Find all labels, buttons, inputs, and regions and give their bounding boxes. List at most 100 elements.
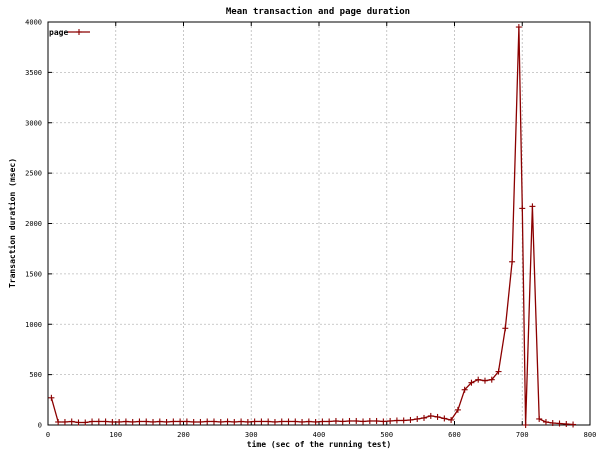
- data-point: [271, 418, 278, 425]
- data-point: [183, 418, 190, 425]
- data-point: [346, 417, 353, 424]
- data-point: [55, 418, 62, 425]
- data-point: [570, 421, 577, 428]
- y-tick-label: 3000: [25, 119, 42, 127]
- data-point: [163, 418, 170, 425]
- data-point: [170, 418, 177, 425]
- x-tick-label: 0: [46, 431, 50, 439]
- data-point: [542, 418, 549, 425]
- data-point: [258, 418, 265, 425]
- data-point: [353, 417, 360, 424]
- data-point: [475, 376, 482, 383]
- data-point: [156, 418, 163, 425]
- data-point: [400, 417, 407, 424]
- series-page: [48, 24, 577, 428]
- data-point: [519, 205, 526, 212]
- data-point: [414, 415, 421, 422]
- data-point: [495, 368, 502, 375]
- y-tick-label: 500: [29, 371, 42, 379]
- legend-label-page: page: [49, 28, 68, 37]
- data-point: [244, 418, 251, 425]
- grid-lines: [48, 22, 590, 425]
- data-point: [197, 418, 204, 425]
- data-point: [285, 418, 292, 425]
- data-point: [177, 418, 184, 425]
- data-point: [305, 418, 312, 425]
- x-tick-label: 500: [380, 431, 393, 439]
- data-point: [210, 418, 217, 425]
- data-point: [326, 418, 333, 425]
- data-point: [224, 418, 231, 425]
- y-tick-label: 2500: [25, 170, 42, 178]
- data-point: [515, 24, 522, 31]
- data-point: [393, 417, 400, 424]
- data-point: [502, 325, 509, 332]
- data-point: [116, 418, 123, 425]
- data-point: [143, 418, 150, 425]
- data-point: [461, 386, 468, 393]
- data-point: [556, 420, 563, 427]
- y-axis-label: Transaction duration (msec): [7, 158, 17, 288]
- data-point: [427, 412, 434, 419]
- data-point: [522, 422, 529, 428]
- series-line-page: [50, 26, 574, 426]
- data-point: [129, 418, 136, 425]
- data-point: [278, 418, 285, 425]
- x-tick-label: 300: [245, 431, 258, 439]
- data-point: [549, 419, 556, 426]
- data-point: [136, 418, 143, 425]
- data-point: [360, 418, 367, 425]
- data-point: [441, 415, 448, 422]
- chart-title: Mean transaction and page duration: [226, 6, 410, 17]
- data-point: [251, 418, 258, 425]
- data-point: [373, 417, 380, 424]
- x-tick-label: 600: [448, 431, 461, 439]
- y-tick-label: 1000: [25, 321, 42, 329]
- x-tick-label: 700: [516, 431, 529, 439]
- x-tick-label: 800: [584, 431, 597, 439]
- data-point: [82, 419, 89, 426]
- data-point: [299, 418, 306, 425]
- data-point: [122, 418, 129, 425]
- y-tick-label: 4000: [25, 19, 42, 27]
- legend: page: [49, 28, 90, 37]
- legend-marker-page: [76, 29, 82, 35]
- data-point: [387, 417, 394, 424]
- data-point: [217, 418, 224, 425]
- data-point: [109, 418, 116, 425]
- data-point: [448, 416, 455, 423]
- data-point: [292, 418, 299, 425]
- axis-ticks: 0 100 200 300 400 500 600 700 800 0 500 1000 1500 200…: [25, 19, 596, 440]
- data-point: [454, 406, 461, 413]
- data-point: [536, 415, 543, 422]
- data-point: [563, 420, 570, 427]
- y-tick-label: 0: [38, 422, 42, 430]
- data-point: [407, 416, 414, 423]
- data-point: [366, 417, 373, 424]
- data-point: [509, 258, 516, 265]
- data-point: [61, 418, 68, 425]
- y-tick-label: 1500: [25, 270, 42, 278]
- data-point: [319, 418, 326, 425]
- data-point: [265, 418, 272, 425]
- data-point: [231, 418, 238, 425]
- y-tick-label: 3500: [25, 69, 42, 77]
- data-point: [332, 417, 339, 424]
- data-point: [102, 418, 109, 425]
- data-point: [150, 418, 157, 425]
- data-point: [529, 203, 536, 210]
- x-tick-label: 200: [177, 431, 190, 439]
- data-point: [48, 394, 55, 401]
- data-point: [190, 418, 197, 425]
- x-tick-label: 100: [109, 431, 122, 439]
- data-point: [488, 376, 495, 383]
- data-point: [339, 418, 346, 425]
- data-point: [481, 377, 488, 384]
- data-point: [312, 418, 319, 425]
- data-point: [468, 379, 475, 386]
- data-point: [204, 418, 211, 425]
- x-tick-label: 400: [313, 431, 326, 439]
- data-point: [89, 418, 96, 425]
- data-point: [238, 418, 245, 425]
